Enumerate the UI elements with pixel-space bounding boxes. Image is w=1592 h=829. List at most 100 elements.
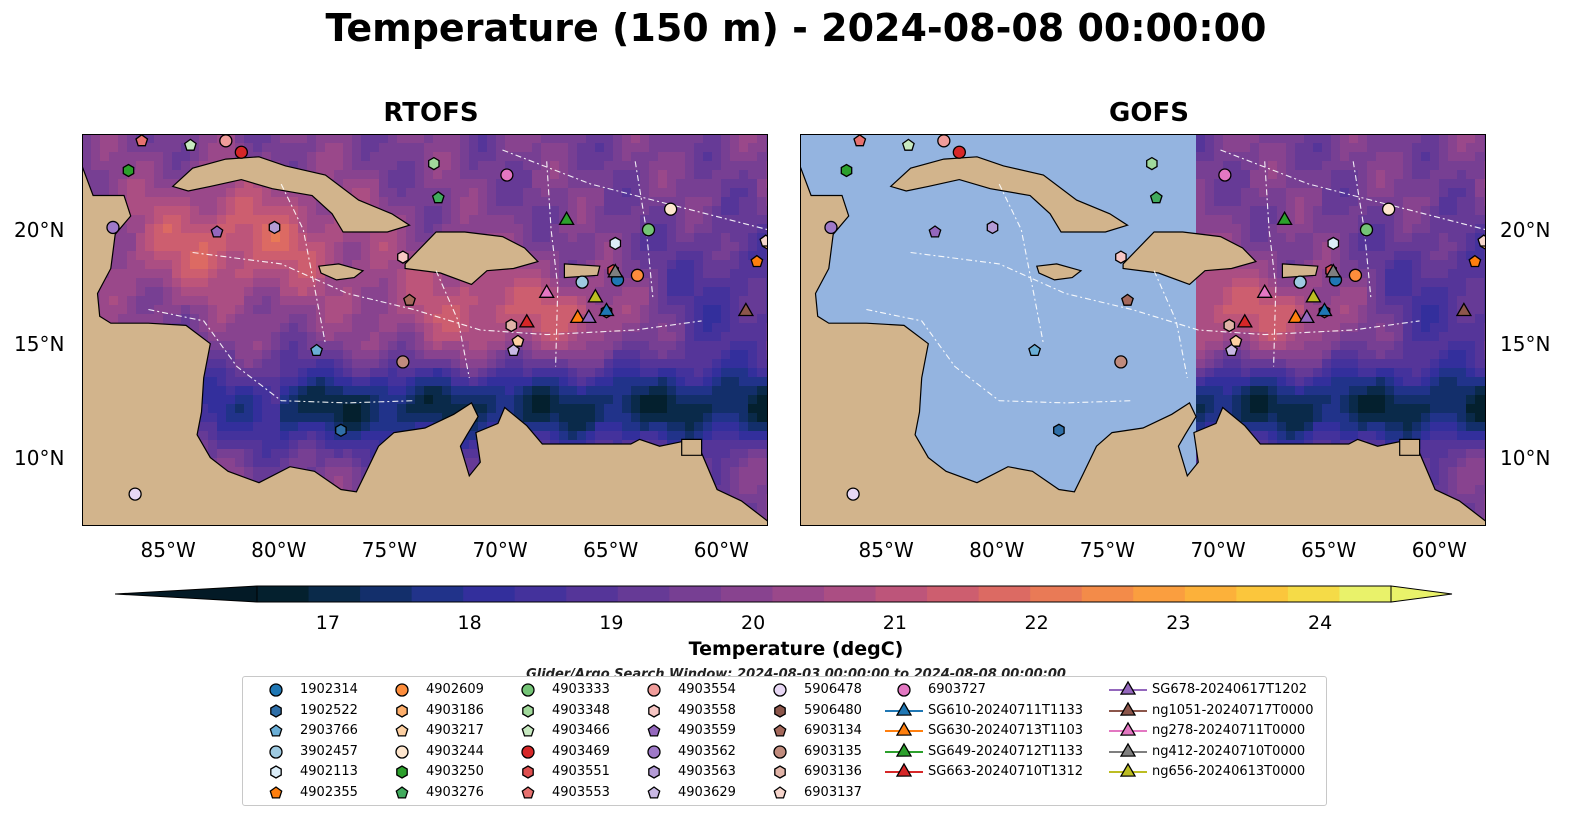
glider-marker-SG649-20240712T1133: [1276, 210, 1293, 226]
legend-label: 6903134: [804, 723, 862, 738]
argo-marker-3902457: [1293, 275, 1307, 289]
map-panel-rtofs[interactable]: [82, 134, 768, 526]
lon-tick-label: 70°W: [1190, 538, 1246, 562]
legend-marker-SG649-20240712T1133: [895, 742, 913, 757]
legend-marker-6903134: [773, 724, 787, 737]
colorbar-segment: [411, 586, 464, 602]
legend-label: 4903562: [678, 743, 736, 759]
legend-marker-ng278-20240711T0000: [1119, 721, 1137, 736]
colorbar-segment: [669, 586, 722, 602]
legend-label: 6903727: [928, 682, 986, 697]
colorbar-segment: [1030, 586, 1083, 602]
observation-markers: [824, 134, 1486, 501]
land-layer: [82, 156, 768, 526]
argo-marker-4903276: [431, 190, 445, 204]
argo-marker-4902113: [1327, 236, 1340, 251]
glider-marker-SG663-20240710T1312: [518, 313, 535, 328]
colorbar-segment: [927, 586, 980, 602]
legend-label: SG649-20240712T1133: [928, 743, 1084, 759]
argo-marker-4903562: [824, 220, 838, 235]
legend-label: 4903250: [426, 764, 484, 779]
colorbar-extend-high: [1390, 585, 1453, 603]
legend-marker-ng412-20240710T0000: [1119, 742, 1137, 757]
colorbar-tick-label: 17: [315, 612, 340, 634]
legend-marker-4903466: [521, 724, 535, 737]
legend-marker-4903559: [647, 724, 661, 737]
legend-marker-4903469: [521, 744, 535, 759]
argo-marker-4902113: [609, 236, 622, 251]
colorbar-segment: [257, 586, 310, 602]
colorbar-segment: [1184, 586, 1237, 602]
figure-title: Temperature (150 m) - 2024-08-08 00:00:0…: [325, 6, 1267, 50]
glider-marker-SG630-20240713T1103: [569, 308, 586, 324]
legend-label: 4903551: [552, 764, 610, 779]
argo-marker-4903217: [1229, 334, 1243, 347]
map-panel-gofs[interactable]: [800, 134, 1486, 526]
argo-marker-4902609: [1348, 268, 1363, 282]
legend-marker-4903276: [395, 785, 409, 799]
glider-marker-ng1051-20240717T0000: [737, 302, 755, 317]
panel-title-gofs: GOFS: [1109, 98, 1189, 128]
colorbar-tick-label: 24: [1308, 612, 1333, 634]
lon-tick-label: 70°W: [472, 538, 528, 562]
glider-marker-ng412-20240710T0000: [607, 263, 624, 278]
argo-marker-4903333: [641, 223, 656, 237]
eez-boundaries: [148, 149, 768, 404]
argo-marker-4902355: [1468, 254, 1482, 268]
argo-marker-4903466: [183, 138, 197, 151]
legend-label: SG630-20240713T1103: [928, 723, 1084, 738]
colorbar-segment: [978, 586, 1031, 602]
argo-marker-4903276: [1149, 190, 1163, 204]
legend-marker-4903563: [648, 765, 660, 779]
legend-marker-4903250: [396, 765, 408, 779]
legend-label: 4903186: [426, 702, 484, 718]
lon-tick-label: 60°W: [1411, 538, 1467, 562]
argo-marker-4903554: [219, 134, 233, 148]
argo-marker-4903563: [268, 220, 281, 235]
legend-marker-SG678-20240617T1202: [1119, 680, 1137, 695]
legend-marker-4902609: [395, 683, 409, 697]
colorbar-segment: [463, 586, 516, 602]
legend-marker-6903135: [773, 744, 787, 759]
legend-marker-5906478: [773, 683, 787, 697]
colorbar-segment: [566, 586, 619, 602]
argo-marker-5906478: [846, 487, 860, 501]
lon-tick-label: 65°W: [1301, 538, 1357, 562]
argo-marker-6903137: [1477, 234, 1486, 247]
legend-label: 4903558: [678, 702, 736, 718]
glider-marker-SG663-20240710T1312: [1236, 313, 1253, 328]
glider-marker-ng278-20240711T0000: [1256, 283, 1273, 298]
argo-marker-4903217: [511, 334, 525, 347]
argo-marker-4903629: [1225, 343, 1238, 357]
argo-marker-4903250: [840, 163, 853, 178]
glider-marker-SG678-20240617T1202: [1298, 308, 1315, 324]
legend-marker-4903217: [395, 724, 409, 737]
lat-tick-label: 15°N: [14, 331, 65, 356]
colorbar-segment: [772, 586, 825, 602]
legend-marker-6903136: [774, 765, 786, 779]
legend-marker-ng656-20240613T0000: [1119, 762, 1137, 777]
legend-label: ng412-20240710T0000: [1152, 743, 1306, 759]
argo-marker-4903629: [507, 343, 520, 357]
legend-label: 4903466: [552, 723, 610, 738]
legend-label: ng656-20240613T0000: [1152, 764, 1306, 779]
colorbar-segment: [875, 586, 928, 602]
argo-marker-5906478: [128, 487, 142, 501]
colorbar-label: Temperature (degC): [688, 638, 904, 660]
colorbar-tick-label: 21: [882, 612, 907, 634]
colorbar-tick-label: 20: [741, 612, 766, 634]
legend-marker-4903333: [521, 683, 535, 697]
legend-marker-SG630-20240713T1103: [895, 721, 913, 736]
argo-marker-4903553: [135, 134, 149, 147]
legend-marker-4903551: [522, 765, 534, 779]
lon-tick-label: 80°W: [251, 538, 307, 562]
glider-marker-ng412-20240710T0000: [1325, 263, 1342, 278]
legend-label: 1902314: [300, 682, 358, 697]
colorbar-segment: [514, 586, 567, 602]
legend-marker-4903554: [647, 683, 661, 697]
legend-label: 4902609: [426, 682, 484, 697]
legend-label: 3902457: [300, 743, 358, 759]
colorbar-tick-label: 23: [1166, 612, 1191, 634]
argo-marker-6903727: [1218, 168, 1232, 182]
argo-marker-1902522: [1053, 423, 1065, 438]
